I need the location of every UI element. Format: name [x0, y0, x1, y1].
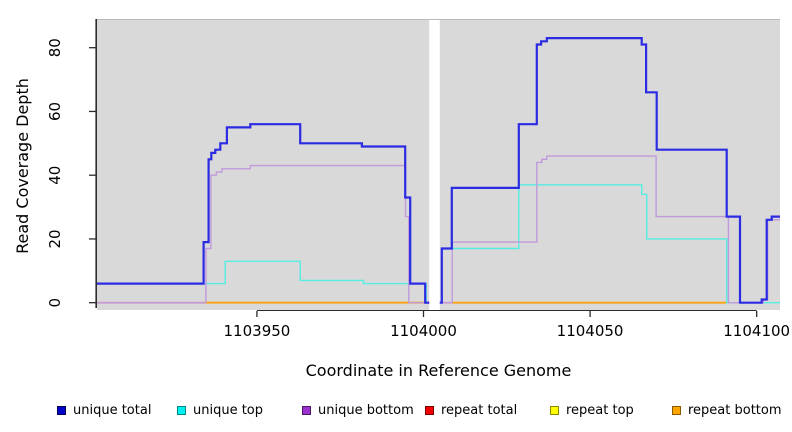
- x-tick-label: 1104000: [390, 322, 457, 340]
- x-tick-label: 1104050: [557, 322, 624, 340]
- series-line-unique-total: [439, 37, 780, 304]
- y-tick-label: 0: [46, 298, 64, 308]
- x-tick-label: 1104100: [723, 322, 790, 340]
- no-data-gap: [429, 20, 440, 310]
- y-tick-label: 20: [46, 229, 64, 248]
- x-axis-title: Coordinate in Reference Genome: [305, 361, 572, 380]
- x-tick-label: 1103950: [224, 322, 291, 340]
- y-tick-label: 60: [46, 102, 64, 121]
- y-axis-title: Read Coverage Depth: [13, 78, 32, 254]
- y-tick-label: 40: [46, 166, 64, 185]
- series-line-unique-bottom: [97, 164, 430, 304]
- y-tick-label: 80: [46, 38, 64, 57]
- series-line-unique-total: [97, 123, 430, 304]
